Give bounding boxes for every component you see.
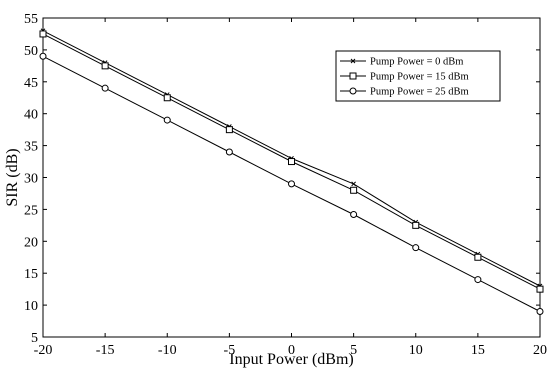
- data-point: [412, 244, 420, 252]
- data-point: [351, 181, 356, 187]
- data-point: [288, 180, 295, 188]
- y-tick-label: 45: [24, 76, 38, 91]
- data-point: [225, 148, 233, 156]
- data-point: [163, 116, 171, 124]
- data-point: [474, 276, 482, 284]
- data-point: [350, 186, 358, 194]
- legend-label: Pump Power = 15 dBm: [370, 72, 469, 83]
- x-tick-label: 5: [350, 343, 357, 358]
- legend-marker: [349, 87, 357, 95]
- legend-box: [335, 50, 501, 102]
- series-2: [39, 30, 544, 293]
- x-tick-label: -5: [224, 343, 236, 358]
- y-tick-label: 40: [24, 108, 38, 123]
- legend-entry: Pump Power = 25 dBm: [340, 87, 469, 98]
- y-tick-label: 10: [24, 299, 38, 314]
- series-3: [39, 52, 544, 315]
- data-point: [101, 62, 109, 70]
- x-tick-label: -10: [158, 343, 177, 358]
- y-tick-label: 30: [24, 172, 38, 187]
- x-tick-label: 15: [471, 343, 485, 358]
- legend: Pump Power = 0 dBm Pump Power = 15 dBm Pum…: [335, 50, 501, 102]
- data-point: [39, 30, 47, 38]
- y-axis-label: SIR (dB): [4, 148, 21, 206]
- legend-marker: [349, 72, 357, 80]
- y-tick-label: 55: [24, 12, 38, 27]
- y-tick-label: 50: [24, 44, 38, 59]
- legend-marker: [350, 58, 356, 64]
- data-point: [288, 158, 295, 166]
- x-tick-label: 20: [533, 343, 547, 358]
- x-tick-label: -20: [34, 343, 53, 358]
- axes-layer: -20 -15 -10 -5 0 5 10 15 20 5 10 15 20 25 30 35 40 45 50 55: [24, 12, 547, 358]
- data-point: [536, 285, 544, 293]
- data-point: [350, 211, 358, 219]
- legend-entry: Pump Power = 0 dBm: [340, 57, 463, 68]
- legend-label: Pump Power = 0 dBm: [370, 57, 463, 68]
- x-tick-label: 0: [288, 343, 295, 358]
- data-point: [163, 94, 171, 102]
- data-point: [225, 126, 233, 134]
- x-axis-label: Input Power (dBm): [229, 351, 353, 368]
- data-point: [536, 307, 544, 315]
- data-point: [101, 84, 109, 92]
- y-tick-label: 25: [24, 203, 38, 218]
- data-point: [412, 221, 420, 229]
- series-layer: [39, 28, 544, 315]
- y-tick-label: 20: [24, 235, 38, 250]
- x-tick-label: 10: [409, 343, 423, 358]
- data-point: [474, 253, 482, 261]
- y-tick-label: 15: [24, 267, 38, 282]
- legend-entry: Pump Power = 15 dBm: [340, 72, 469, 83]
- x-tick-label: -15: [96, 343, 115, 358]
- legend-label: Pump Power = 25 dBm: [370, 87, 469, 98]
- y-tick-label: 5: [31, 331, 38, 346]
- data-point: [39, 52, 47, 60]
- y-tick-label: 35: [24, 140, 38, 155]
